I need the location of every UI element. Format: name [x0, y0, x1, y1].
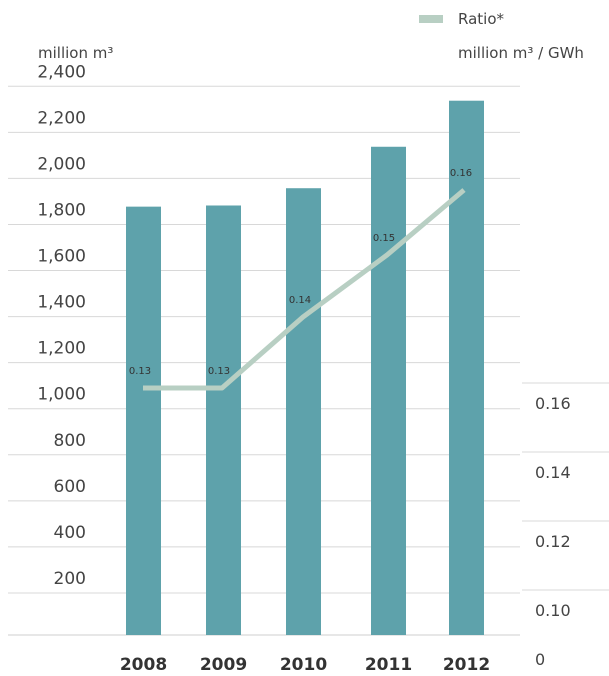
bar-2009 — [206, 205, 241, 636]
legend: Ratio* — [419, 10, 505, 28]
x-tick-label: 2010 — [280, 655, 327, 675]
y2-tick-label: 0.10 — [535, 601, 571, 620]
y-tick-label: 1,000 — [37, 385, 86, 405]
ratio-point-label: 0.16 — [450, 168, 472, 179]
ratio-point-label: 0.13 — [208, 366, 230, 377]
y-tick-label: 1,400 — [37, 293, 86, 313]
y-tick-label: 1,200 — [37, 339, 86, 359]
y-axis-left-title: million m³ — [38, 44, 113, 62]
y-axis-right-title: million m³ / GWh — [458, 44, 584, 62]
x-tick-label: 2011 — [365, 655, 412, 675]
y-tick-label: 800 — [54, 431, 86, 451]
y-axis-left: 200 400 600 800 1,000 1,200 1,400 1,600 1,800 2,0… — [37, 62, 86, 589]
y-tick-label: 600 — [54, 477, 86, 497]
ratio-point-label: 0.14 — [289, 295, 311, 306]
bar-2010 — [286, 188, 321, 635]
ratio-line — [143, 188, 466, 391]
bar-2008 — [126, 206, 161, 635]
x-tick-label: 2012 — [443, 655, 490, 675]
ratio-point-label: 0.15 — [373, 233, 395, 244]
y-tick-label: 1,800 — [37, 200, 86, 220]
bars — [126, 100, 484, 636]
bar-2012 — [449, 100, 484, 636]
x-tick-label: 2009 — [200, 655, 247, 675]
y2-tick-label: 0 — [535, 650, 545, 669]
y-tick-label: 2,400 — [37, 62, 86, 82]
gridlines — [8, 85, 609, 636]
x-tick-label: 2008 — [120, 655, 167, 675]
x-axis: 2008 2009 2010 2011 2012 — [120, 655, 490, 675]
y-tick-label: 200 — [54, 569, 86, 589]
ratio-point-label: 0.13 — [129, 366, 151, 377]
y-tick-label: 2,200 — [37, 108, 86, 128]
y-axis-right: 0 0.10 0.12 0.14 0.16 — [535, 394, 571, 669]
y-tick-label: 2,000 — [37, 154, 86, 174]
y2-tick-label: 0.16 — [535, 394, 571, 413]
bar-2011 — [371, 146, 406, 635]
y-tick-label: 1,600 — [37, 247, 86, 267]
legend-swatch-ratio — [419, 15, 443, 23]
y-tick-label: 400 — [54, 523, 86, 543]
legend-label-ratio: Ratio* — [458, 10, 505, 28]
y2-tick-label: 0.14 — [535, 463, 571, 482]
y2-tick-label: 0.12 — [535, 532, 571, 551]
ratio-line-group: 0.13 0.13 0.14 0.15 0.16 — [129, 168, 472, 391]
